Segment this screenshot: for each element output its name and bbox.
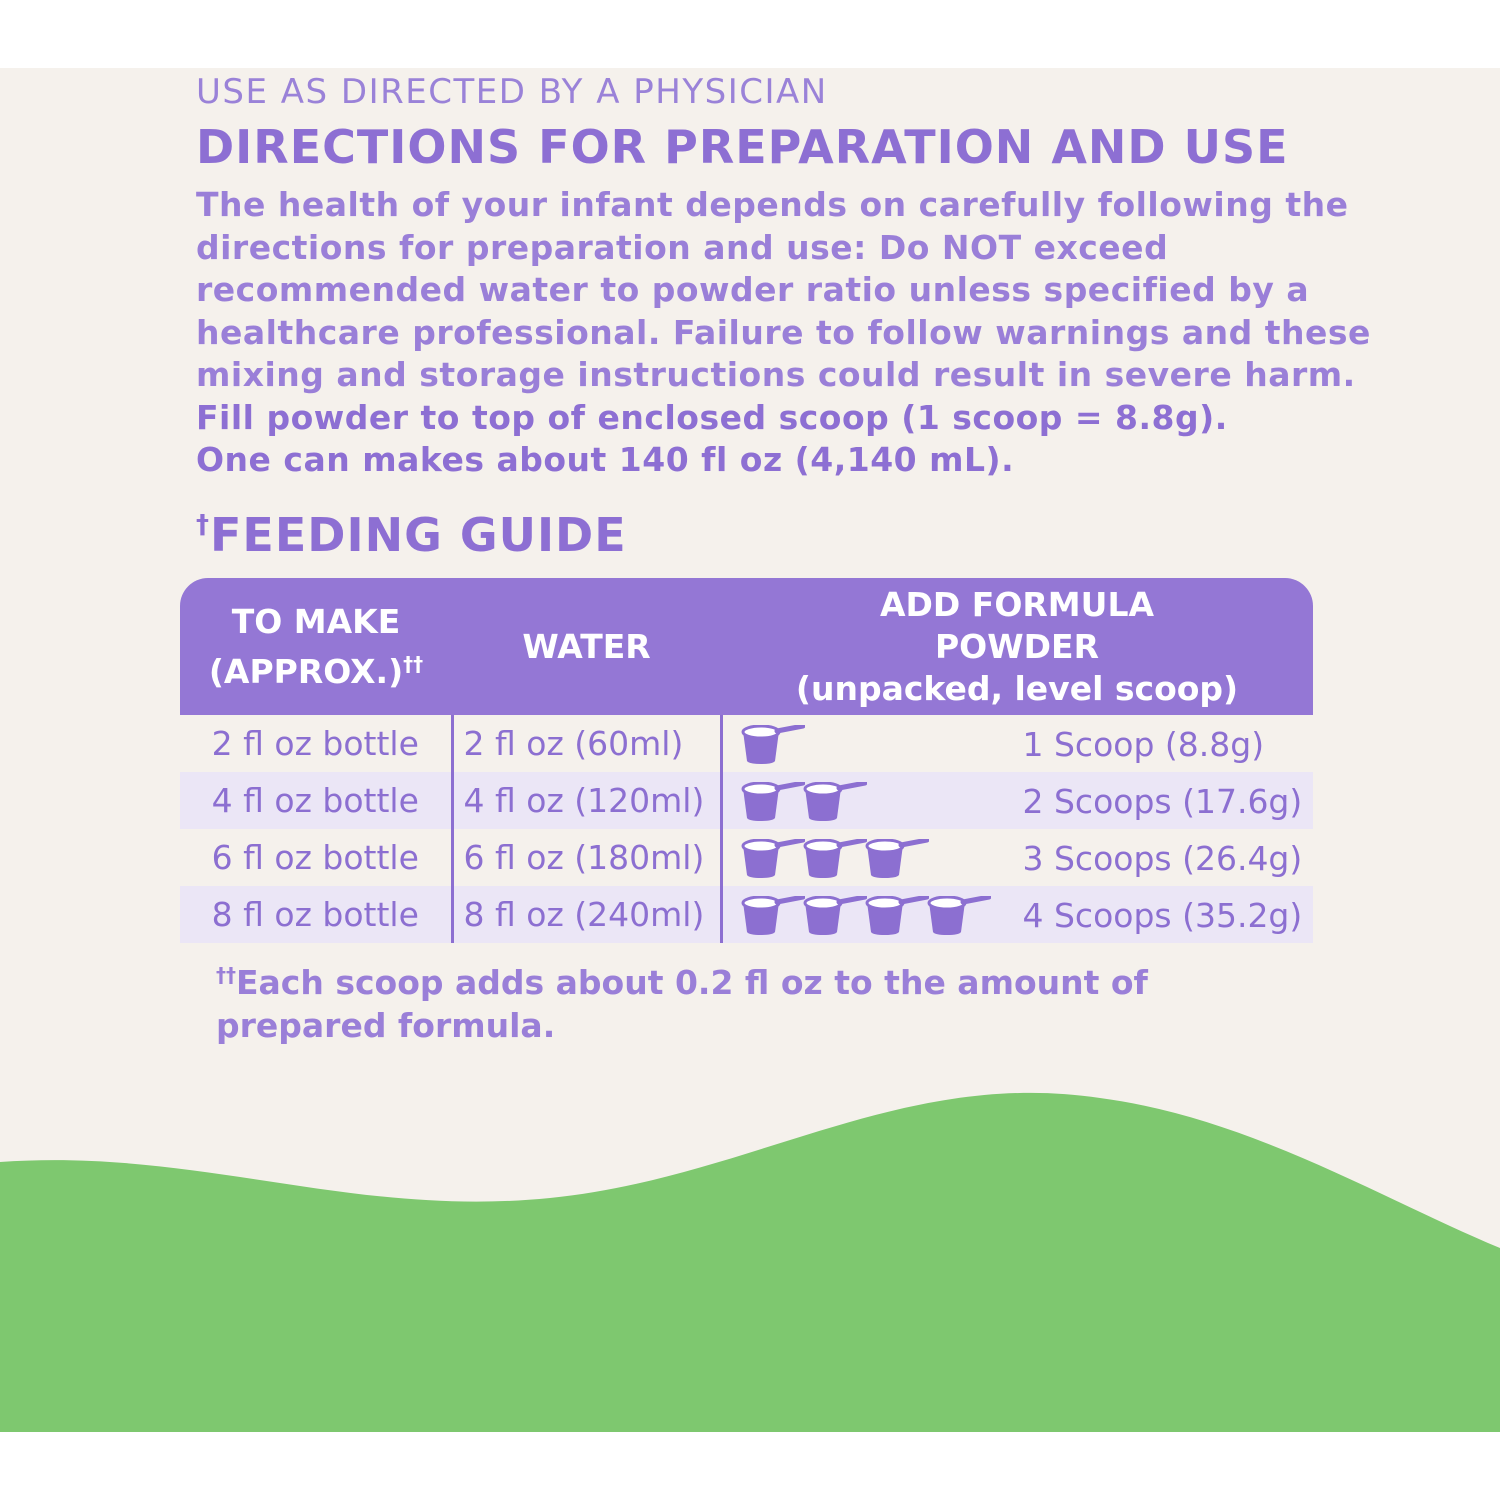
scoop-amount: 3 Scoops (26.4g) [1022,839,1303,878]
scoop-icons [741,894,991,944]
scoop-icon [803,780,867,830]
to-make-cell: 2 fl oz bottle [180,715,454,772]
yield-instruction: One can makes about 140 fl oz (4,140 mL)… [196,440,1015,479]
body-line: The health of your infant depends on car… [196,185,1349,224]
green-wave-decoration [0,1092,1500,1432]
table-row: 8 fl oz bottle 8 fl oz (240ml) 4 Scoops (3… [180,886,1313,943]
body-line: directions for preparation and use: Do N… [196,227,1169,267]
scoop-icons [741,780,867,830]
scoop-icon [741,723,805,773]
page-title: DIRECTIONS FOR PREPARATION AND USE [196,120,1289,174]
header-to-make: TO MAKE (APPROX.)†† [180,578,452,715]
use-as-directed-note: USE AS DIRECTED BY A PHYSICIAN [196,72,828,112]
footnote: ††Each scoop adds about 0.2 fl oz to the… [216,963,1148,1045]
water-cell: 6 fl oz (180ml) [452,829,723,886]
scoop-amount: 1 Scoop (8.8g) [1022,725,1265,764]
directions-text: The health of your infant depends on car… [196,184,1371,482]
scoop-icon [741,837,805,887]
scoop-instruction: Fill powder to top of enclosed scoop (1 … [196,397,1228,437]
scoop-icon [741,780,805,830]
scoop-icon [865,894,929,944]
label-panel: USE AS DIRECTED BY A PHYSICIAN DIRECTION… [0,68,1500,1432]
scoop-icon [803,837,867,887]
header-water: WATER [452,578,721,715]
formula-cell: 4 Scoops (35.2g) [721,886,1313,943]
body-line: recommended water to powder ratio unless… [196,270,1310,309]
dagger-mark: † [196,510,210,540]
water-cell: 2 fl oz (60ml) [452,715,723,772]
water-cell: 4 fl oz (120ml) [452,772,723,829]
scoop-icons [741,837,929,887]
table-row: 6 fl oz bottle 6 fl oz (180ml) 3 Scoops (2… [180,829,1313,886]
formula-cell: 3 Scoops (26.4g) [721,829,1313,886]
scoop-icons [741,723,805,773]
table-row: 2 fl oz bottle 2 fl oz (60ml) 1 Scoop (8.8… [180,715,1313,772]
water-cell: 8 fl oz (240ml) [452,886,723,943]
to-make-cell: 6 fl oz bottle [180,829,454,886]
to-make-cell: 8 fl oz bottle [180,886,454,943]
table-header-row: TO MAKE (APPROX.)†† WATER ADD FORMULA POWD… [180,578,1313,715]
body-line: healthcare professional. Failure to foll… [196,312,1371,352]
scoop-icon [803,894,867,944]
feeding-guide-title: †FEEDING GUIDE [196,508,627,562]
to-make-cell: 4 fl oz bottle [180,772,454,829]
feeding-guide-table: TO MAKE (APPROX.)†† WATER ADD FORMULA POWD… [180,578,1313,943]
header-formula: ADD FORMULA POWDER (unpacked, level scoop) [721,578,1313,715]
formula-cell: 1 Scoop (8.8g) [721,715,1313,772]
body-line: mixing and storage instructions could re… [196,355,1356,394]
table-row: 4 fl oz bottle 4 fl oz (120ml) 2 Scoops (1… [180,772,1313,829]
feeding-guide-label: FEEDING GUIDE [210,508,627,562]
scoop-icon [741,894,805,944]
scoop-amount: 2 Scoops (17.6g) [1022,782,1303,821]
formula-cell: 2 Scoops (17.6g) [721,772,1313,829]
scoop-icon [927,894,991,944]
scoop-icon [865,837,929,887]
scoop-amount: 4 Scoops (35.2g) [1022,896,1303,935]
